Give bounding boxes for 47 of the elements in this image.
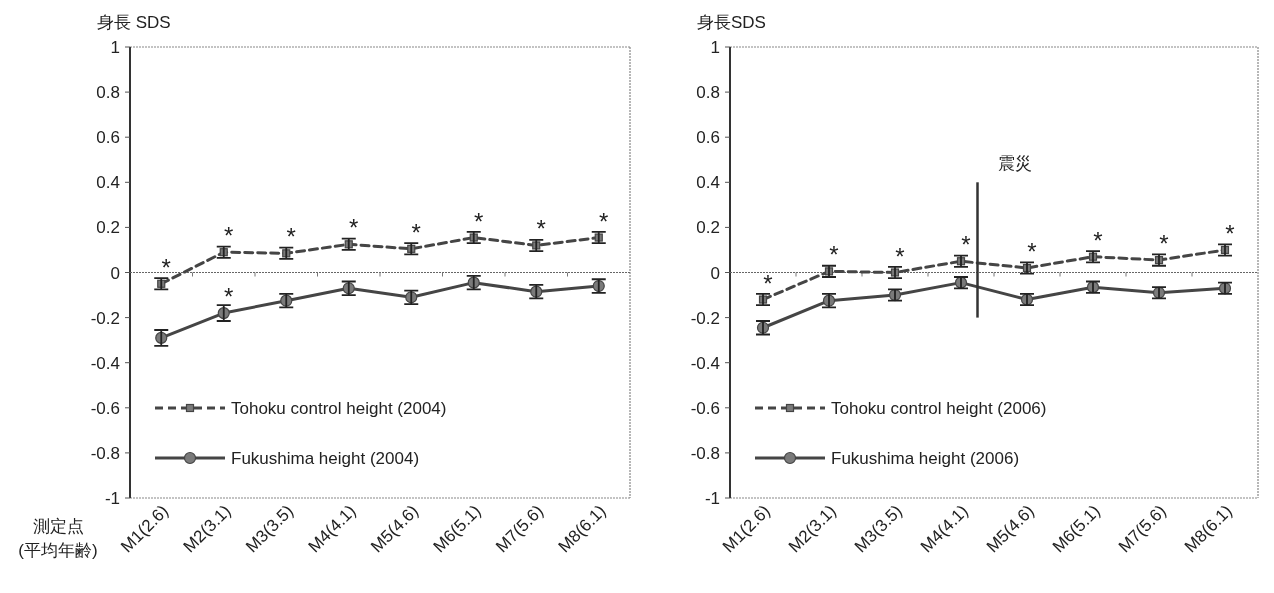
annotation: * (349, 214, 359, 242)
annotation: * (1027, 237, 1037, 265)
y-tick-label: -0.2 (690, 308, 720, 328)
annotation: * (829, 241, 839, 269)
y-tick-label: -0.4 (90, 353, 120, 373)
y-tick-label: -0.8 (90, 443, 120, 463)
y-axis-title: 身長 SDS (97, 13, 171, 32)
annotation: * (286, 223, 296, 251)
y-tick-label: -0.6 (690, 398, 720, 418)
annotation: * (224, 283, 234, 311)
y-tick-label: 0 (110, 263, 120, 283)
y-tick-label: -1 (104, 489, 120, 508)
annotation: * (763, 269, 773, 297)
y-tick-label: 0.2 (96, 218, 120, 238)
annotation: * (224, 222, 234, 250)
annotation: * (411, 218, 421, 246)
annotation: * (536, 215, 546, 243)
annotation: * (1159, 230, 1169, 258)
y-axis-title: 身長SDS (697, 13, 766, 32)
y-tick-label: 0.8 (96, 83, 120, 103)
y-tick-label: 0.6 (696, 128, 720, 148)
y-tick-label: -0.2 (90, 308, 120, 328)
y-tick-label: 0 (710, 263, 720, 283)
x-axis-title: 測定点 (平均年齢) (18, 517, 98, 560)
y-tick-label: 0.4 (696, 173, 720, 193)
y-tick-label: 0.6 (96, 128, 120, 148)
annotation: 震災 (997, 153, 1032, 173)
annotation: * (161, 253, 171, 281)
y-tick-label: 0.4 (96, 173, 120, 193)
annotation: * (895, 242, 905, 270)
y-tick-label: -0.4 (690, 353, 720, 373)
y-tick-label: 0.2 (696, 218, 720, 238)
legend-label: Tohoku control height (2004) (231, 399, 447, 418)
annotation: * (599, 207, 609, 235)
y-tick-label: 1 (110, 38, 120, 57)
y-tick-label: -1 (704, 489, 720, 508)
annotation: * (961, 231, 971, 259)
y-tick-label: 0.8 (696, 83, 720, 103)
y-tick-label: -0.6 (90, 398, 120, 418)
annotation: * (474, 207, 484, 235)
legend-label: Fukushima height (2004) (231, 449, 420, 468)
y-tick-label: -0.8 (690, 443, 720, 463)
legend-label: Tohoku control height (2006) (831, 399, 1047, 418)
y-tick-label: 1 (710, 38, 720, 57)
annotation: * (1225, 219, 1235, 247)
legend-label: Fukushima height (2006) (831, 449, 1020, 468)
annotation: * (1093, 226, 1103, 254)
